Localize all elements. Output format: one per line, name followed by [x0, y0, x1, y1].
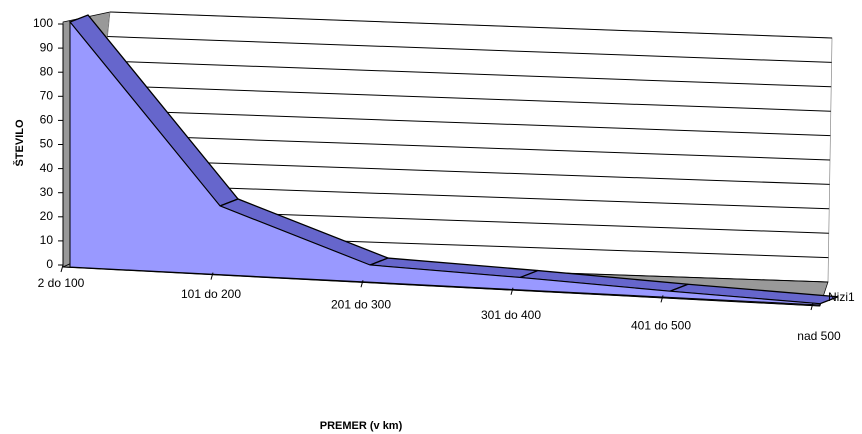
legend-label: Nizi1: [828, 290, 855, 304]
x-tick-label: 401 do 500: [631, 319, 691, 333]
grid-line: [94, 158, 830, 185]
x-tick: [360, 280, 364, 288]
x-tick-label: nad 500: [797, 329, 841, 343]
grid-line: [104, 60, 832, 88]
y-tick-label: 90: [40, 40, 54, 54]
grid-line: [99, 109, 831, 137]
x-tick-label: 301 do 400: [481, 308, 541, 322]
y-tick-label: 10: [40, 233, 54, 247]
area: [69, 20, 821, 306]
x-tick: [60, 264, 64, 273]
grid-line: [97, 134, 831, 161]
y-axis-title: ŠTEVILO: [13, 119, 26, 167]
x-axis-title: PREMER (v km): [320, 420, 403, 432]
grid-line: [109, 11, 833, 39]
x-tick-label: 2 do 100: [38, 276, 85, 290]
y-tick-label: 40: [40, 161, 54, 175]
y-tick-label: 100: [33, 16, 53, 30]
y-tick-label: 0: [46, 257, 53, 271]
x-tick: [510, 287, 514, 295]
y-tick-label: 70: [40, 88, 54, 102]
y-tick-label: 20: [40, 209, 54, 223]
x-tick: [210, 272, 214, 280]
y-tick-label: 50: [40, 137, 54, 151]
x-tick: [660, 295, 664, 303]
x-tick-label: 101 do 200: [181, 287, 241, 301]
grid-line: [102, 85, 831, 112]
y-tick-label: 60: [40, 113, 54, 127]
x-tick-label: 201 do 300: [331, 297, 391, 311]
x-axis: [62, 266, 821, 307]
y-tick-label: 30: [40, 185, 54, 199]
grid-line: [107, 36, 832, 63]
x-tick: [810, 302, 814, 311]
y-tick-label: 80: [40, 64, 54, 78]
